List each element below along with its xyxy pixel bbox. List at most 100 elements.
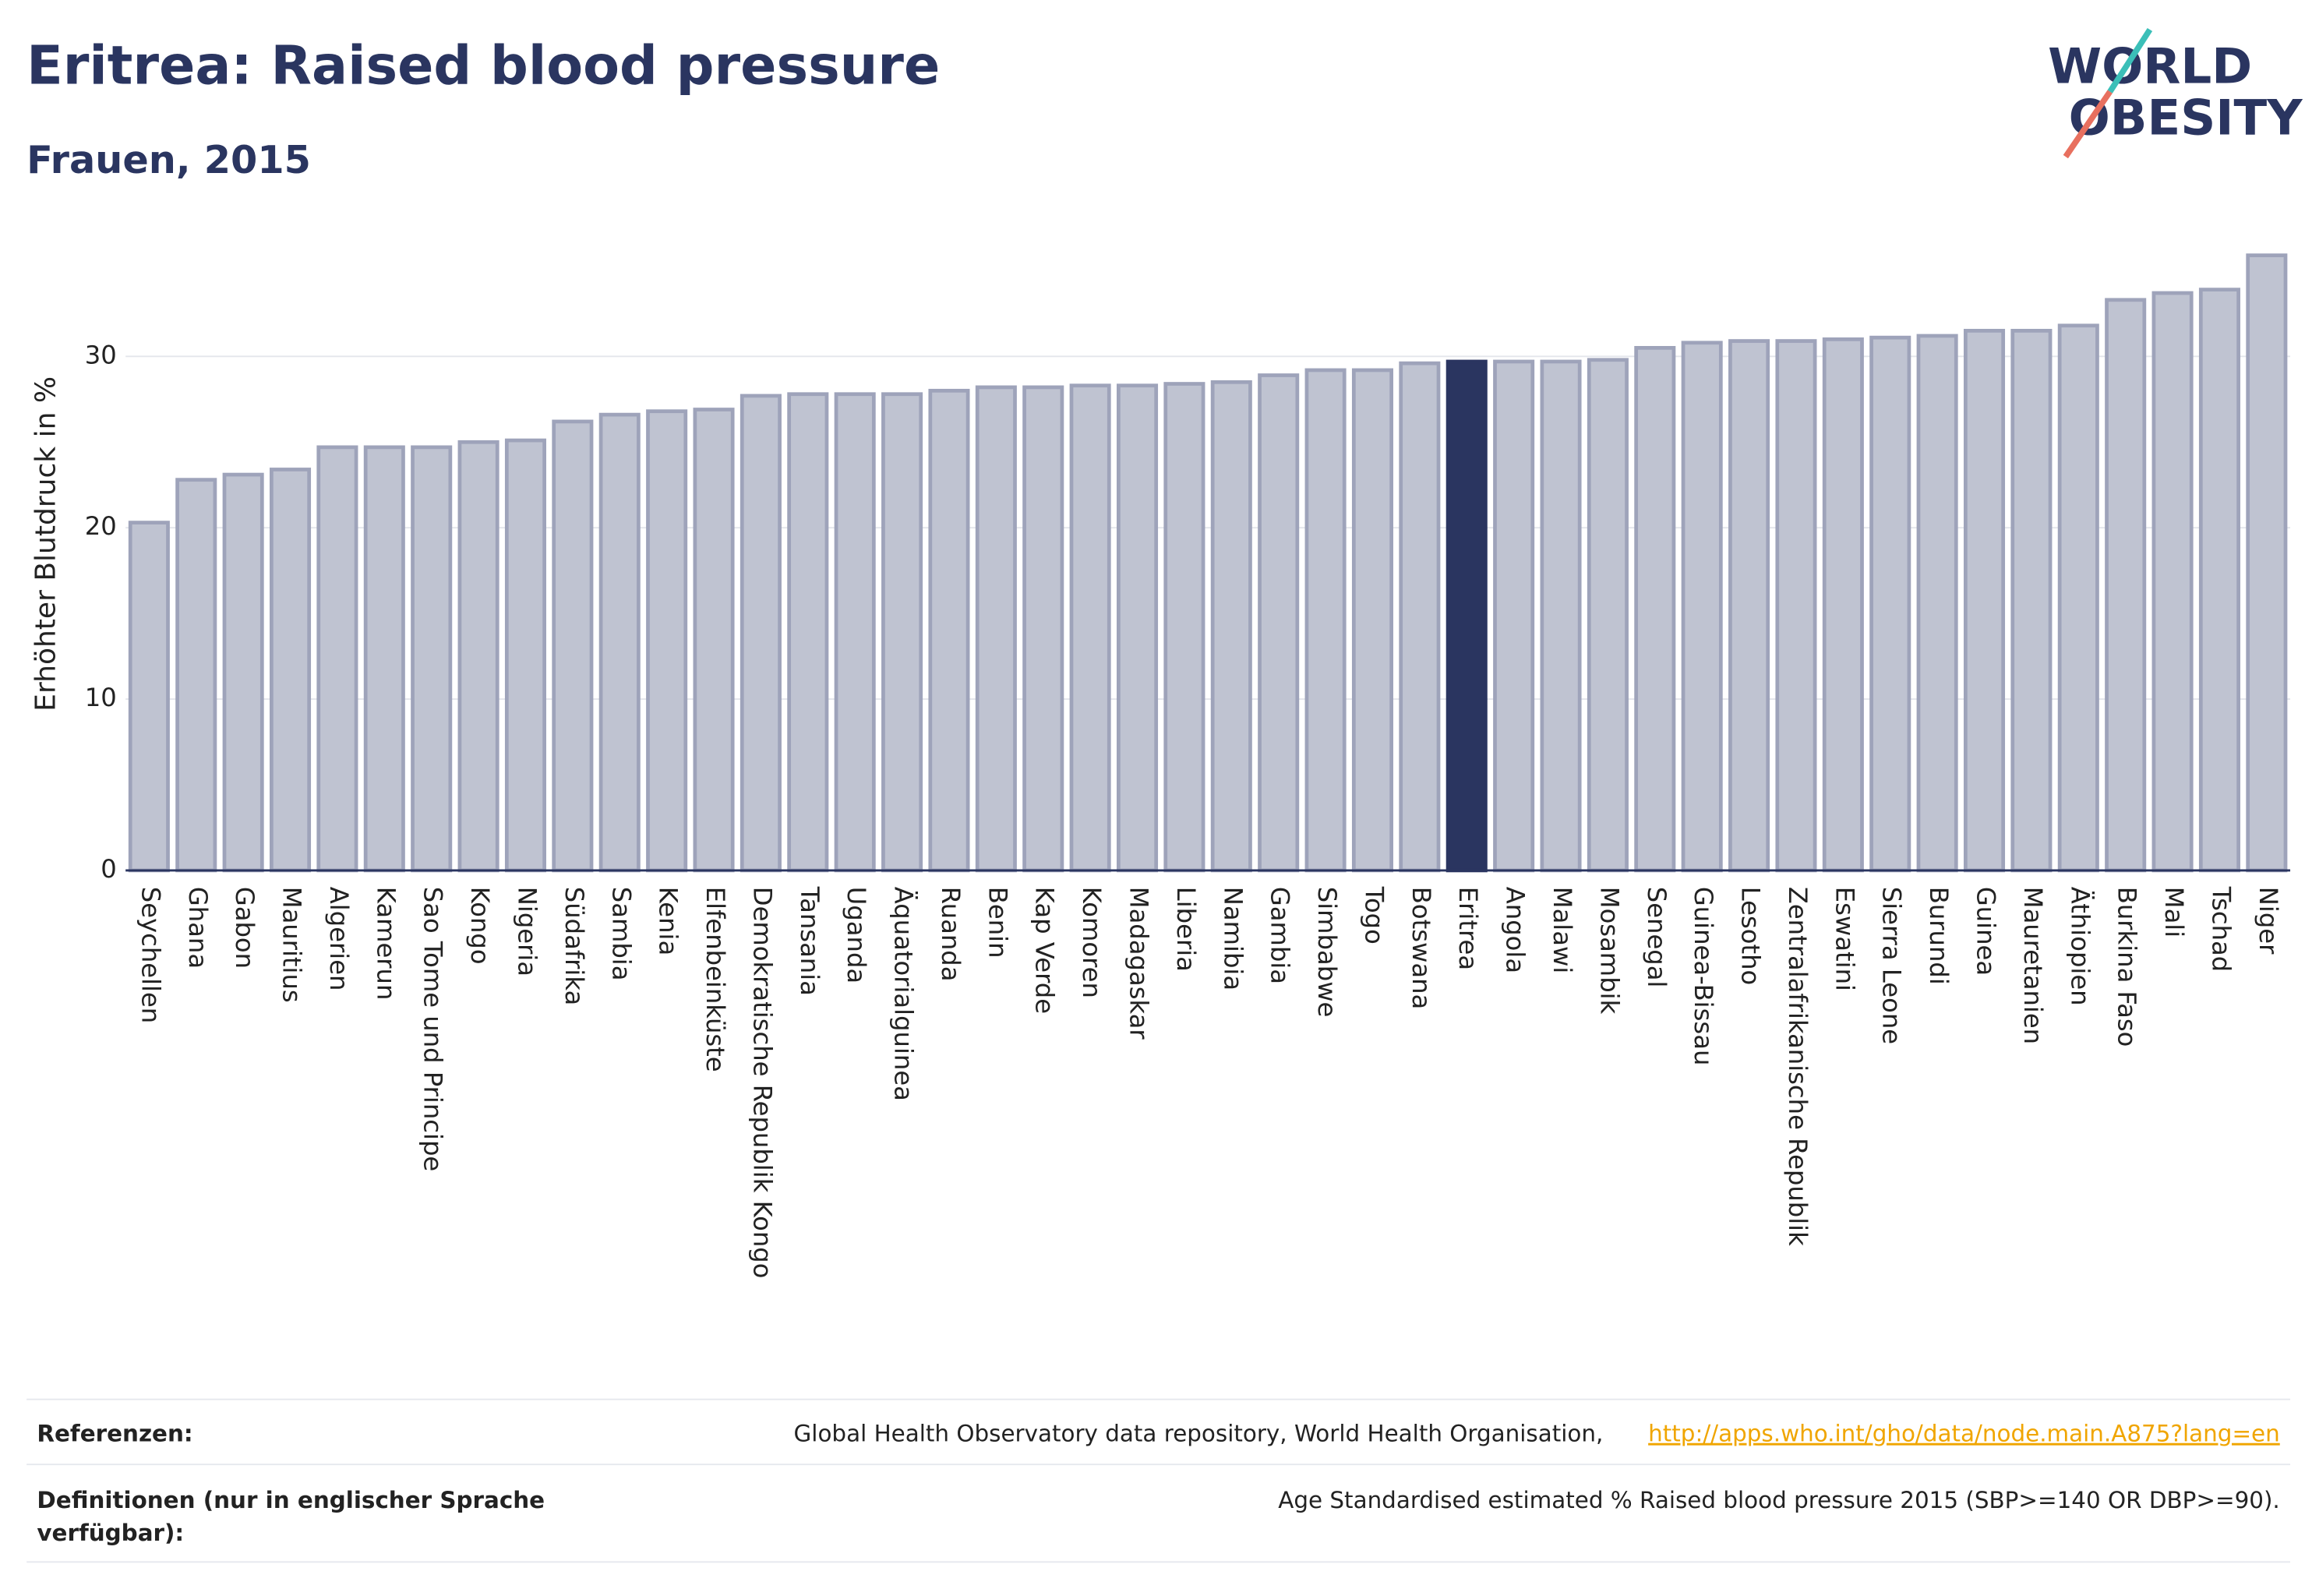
bar xyxy=(975,385,1017,873)
x-tick-label: Äquatorialguinea xyxy=(889,887,919,1101)
bar xyxy=(411,445,453,873)
bar xyxy=(222,472,264,873)
bar xyxy=(598,412,641,873)
bar xyxy=(1304,368,1347,873)
bar xyxy=(1681,341,1723,873)
x-tick-label: Eswatini xyxy=(1830,887,1859,991)
bar xyxy=(1869,335,1911,873)
bar xyxy=(787,392,829,873)
x-tick-label: Eritrea xyxy=(1453,887,1483,970)
x-tick-label: Zentralafrikanische Republik xyxy=(1783,887,1813,1246)
bar xyxy=(175,478,217,873)
y-tick-label: 0 xyxy=(101,854,117,884)
x-tick-label: Kamerun xyxy=(371,887,401,1001)
bar xyxy=(1963,329,2006,873)
chart-title: Eritrea: Raised blood pressure xyxy=(26,36,940,97)
definitions-label: verfügbar): xyxy=(37,1520,184,1546)
bar xyxy=(2198,288,2240,873)
x-tick-label: Madagaskar xyxy=(1124,887,1154,1040)
references-label: Referenzen: xyxy=(37,1421,192,1447)
x-tick-label: Gambia xyxy=(1265,887,1295,984)
bar xyxy=(2057,323,2099,873)
y-axis-title: Erhöhter Blutdruck in % xyxy=(30,376,62,711)
bar xyxy=(1210,380,1252,873)
bar xyxy=(1728,339,1770,873)
bar xyxy=(1634,345,1676,873)
x-tick-label: Sambia xyxy=(606,887,636,981)
x-tick-label: Mauretanien xyxy=(2018,887,2048,1044)
x-tick-label: Kenia xyxy=(654,887,683,955)
bar xyxy=(128,521,170,873)
logo-slash xyxy=(2107,27,2153,94)
x-tick-label: Nigeria xyxy=(512,887,542,976)
bar xyxy=(1351,368,1393,873)
x-tick-label: Südafrika xyxy=(559,887,589,1005)
x-tick-label: Namibia xyxy=(1218,887,1248,990)
logo-slash xyxy=(2063,90,2113,159)
bar xyxy=(1116,383,1159,873)
x-tick-label: Niger xyxy=(2254,887,2283,955)
bar xyxy=(2151,291,2194,873)
bar xyxy=(552,419,594,873)
references-text: Global Health Observatory data repositor… xyxy=(794,1421,1604,1447)
bar xyxy=(881,392,923,873)
bar xyxy=(1493,359,1535,873)
bar xyxy=(1916,334,1958,873)
bar xyxy=(2105,298,2147,873)
bar xyxy=(1445,359,1488,873)
y-tick-label: 10 xyxy=(85,683,117,712)
x-tick-label: Angola xyxy=(1501,887,1530,973)
bar xyxy=(1775,339,1817,873)
x-tick-label: Algerien xyxy=(324,887,354,991)
bar xyxy=(693,408,735,873)
bar xyxy=(1163,382,1205,873)
definitions-label: Definitionen (nur in englischer Sprache xyxy=(37,1487,545,1513)
bar xyxy=(834,392,876,873)
bar xyxy=(2010,329,2053,873)
x-tick-label: Botswana xyxy=(1407,887,1436,1009)
bar xyxy=(1540,359,1582,873)
x-tick-label: Mali xyxy=(2159,887,2189,937)
bar xyxy=(316,445,358,873)
x-tick-label: Lesotho xyxy=(1736,887,1766,985)
x-tick-label: Sierra Leone xyxy=(1877,887,1907,1044)
x-tick-label: Äthiopien xyxy=(2065,887,2095,1006)
x-tick-label: Mosambik xyxy=(1594,887,1624,1015)
logo-text: WORLD xyxy=(2048,37,2252,94)
x-tick-label: Uganda xyxy=(842,887,871,983)
footer: Referenzen: Global Health Observatory da… xyxy=(26,1398,2291,1563)
x-tick-label: Mauritius xyxy=(277,887,307,1003)
bar xyxy=(646,409,688,873)
x-tick-label: Seychellen xyxy=(136,887,165,1023)
bar xyxy=(457,440,499,873)
y-tick-label: 30 xyxy=(85,340,117,369)
x-tick-label: Kongo xyxy=(465,887,495,965)
x-tick-label: Burkina Faso xyxy=(2113,887,2142,1047)
y-tick-label: 20 xyxy=(85,511,117,541)
bar xyxy=(928,388,970,873)
x-tick-label: Liberia xyxy=(1171,887,1201,972)
x-tick-label: Sao Tome und Principe xyxy=(418,887,448,1171)
x-tick-label: Gabon xyxy=(230,887,259,969)
x-tick-label: Tansania xyxy=(795,886,824,996)
x-tick-label: Senegal xyxy=(1642,887,1671,988)
x-tick-label: Demokratische Republik Kongo xyxy=(747,887,777,1279)
chart-subtitle: Frauen, 2015 xyxy=(26,137,311,182)
x-tick-label: Elfenbeinküste xyxy=(701,887,730,1072)
x-tick-label: Benin xyxy=(983,887,1012,959)
x-tick-label: Simbabwe xyxy=(1312,887,1342,1018)
x-tick-label: Togo xyxy=(1359,886,1389,945)
x-tick-label: Ghana xyxy=(183,887,213,969)
bar xyxy=(1822,337,1864,873)
bar xyxy=(740,394,782,873)
logo: WORLD OBESITY xyxy=(2048,27,2303,159)
references-link[interactable]: http://apps.who.int/gho/data/node.main.A… xyxy=(1648,1421,2280,1447)
x-tick-label: Komoren xyxy=(1077,887,1107,998)
x-tick-label: Guinea-Bissau xyxy=(1689,887,1718,1066)
bar xyxy=(1069,383,1111,873)
x-tick-label: Malawi xyxy=(1548,887,1577,974)
x-tick-label: Guinea xyxy=(1971,887,2001,976)
bar xyxy=(504,438,546,873)
